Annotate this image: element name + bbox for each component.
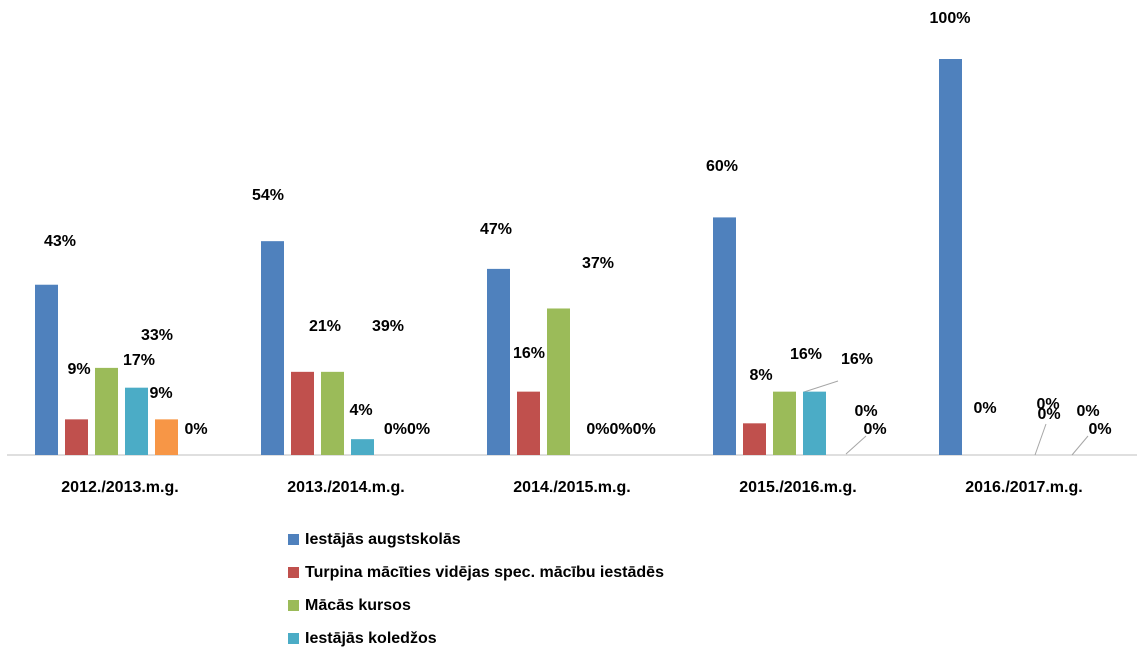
data-label: 21% — [309, 318, 341, 335]
legend-label: Iestājās koledžos — [305, 630, 437, 647]
x-tick-label: 2013./2014.m.g. — [287, 479, 404, 496]
data-label: 0% — [1088, 421, 1111, 438]
bar — [773, 391, 796, 455]
data-label: 0% — [973, 400, 996, 417]
bar — [487, 268, 510, 455]
x-tick-label: 2014./2015.m.g. — [513, 479, 630, 496]
data-label: 0%0%0% — [586, 421, 655, 438]
data-label: 43% — [44, 233, 76, 250]
leader-line — [1034, 423, 1047, 456]
data-label: 54% — [252, 187, 284, 204]
data-label: 0% — [184, 421, 207, 438]
data-label: 0% — [863, 421, 886, 438]
x-tick-label: 2016./2017.m.g. — [965, 479, 1082, 496]
data-label: 47% — [480, 221, 512, 238]
data-label: 16% — [513, 345, 545, 362]
bar — [321, 371, 344, 455]
legend-swatch — [288, 633, 299, 644]
data-label: 16% — [841, 351, 873, 368]
data-label: 100% — [930, 10, 971, 27]
leader-line — [803, 380, 839, 393]
leader-line — [845, 435, 867, 455]
bar — [803, 391, 826, 455]
data-label: 9% — [67, 361, 90, 378]
bar — [713, 217, 736, 455]
bar — [95, 367, 118, 455]
bar — [261, 241, 284, 455]
legend-swatch — [288, 567, 299, 578]
bar — [35, 284, 58, 455]
legend-label: Mācās kursos — [305, 597, 411, 614]
data-label: 17% — [123, 352, 155, 369]
data-label: 0% — [1037, 406, 1060, 423]
data-label: 16% — [790, 346, 822, 363]
leader-line — [1071, 435, 1089, 456]
legend-label: Iestājās augstskolās — [305, 531, 461, 548]
legend-label: Turpina mācīties vidējas spec. mācību ie… — [305, 564, 664, 581]
bar — [291, 371, 314, 455]
data-label: 0% — [1036, 396, 1059, 413]
legend-swatch — [288, 600, 299, 611]
data-label: 0%0% — [384, 421, 430, 438]
data-label: 60% — [706, 158, 738, 175]
leader-lines — [803, 380, 1089, 456]
bar — [547, 308, 570, 455]
data-label: 39% — [372, 318, 404, 335]
data-label: 8% — [749, 367, 772, 384]
x-tick-label: 2015./2016.m.g. — [739, 479, 856, 496]
bar — [125, 387, 148, 455]
bar — [351, 439, 374, 455]
data-label: 33% — [141, 327, 173, 344]
data-label: 0% — [1076, 403, 1099, 420]
data-label: 0% — [854, 403, 877, 420]
data-label: 9% — [149, 385, 172, 402]
bar — [517, 391, 540, 455]
data-label: 4% — [349, 402, 372, 419]
bar — [155, 419, 178, 455]
bar — [65, 419, 88, 455]
x-tick-label: 2012./2013.m.g. — [61, 479, 178, 496]
data-label: 37% — [582, 255, 614, 272]
bar — [939, 59, 962, 455]
legend-swatch — [288, 534, 299, 545]
bar — [743, 423, 766, 455]
